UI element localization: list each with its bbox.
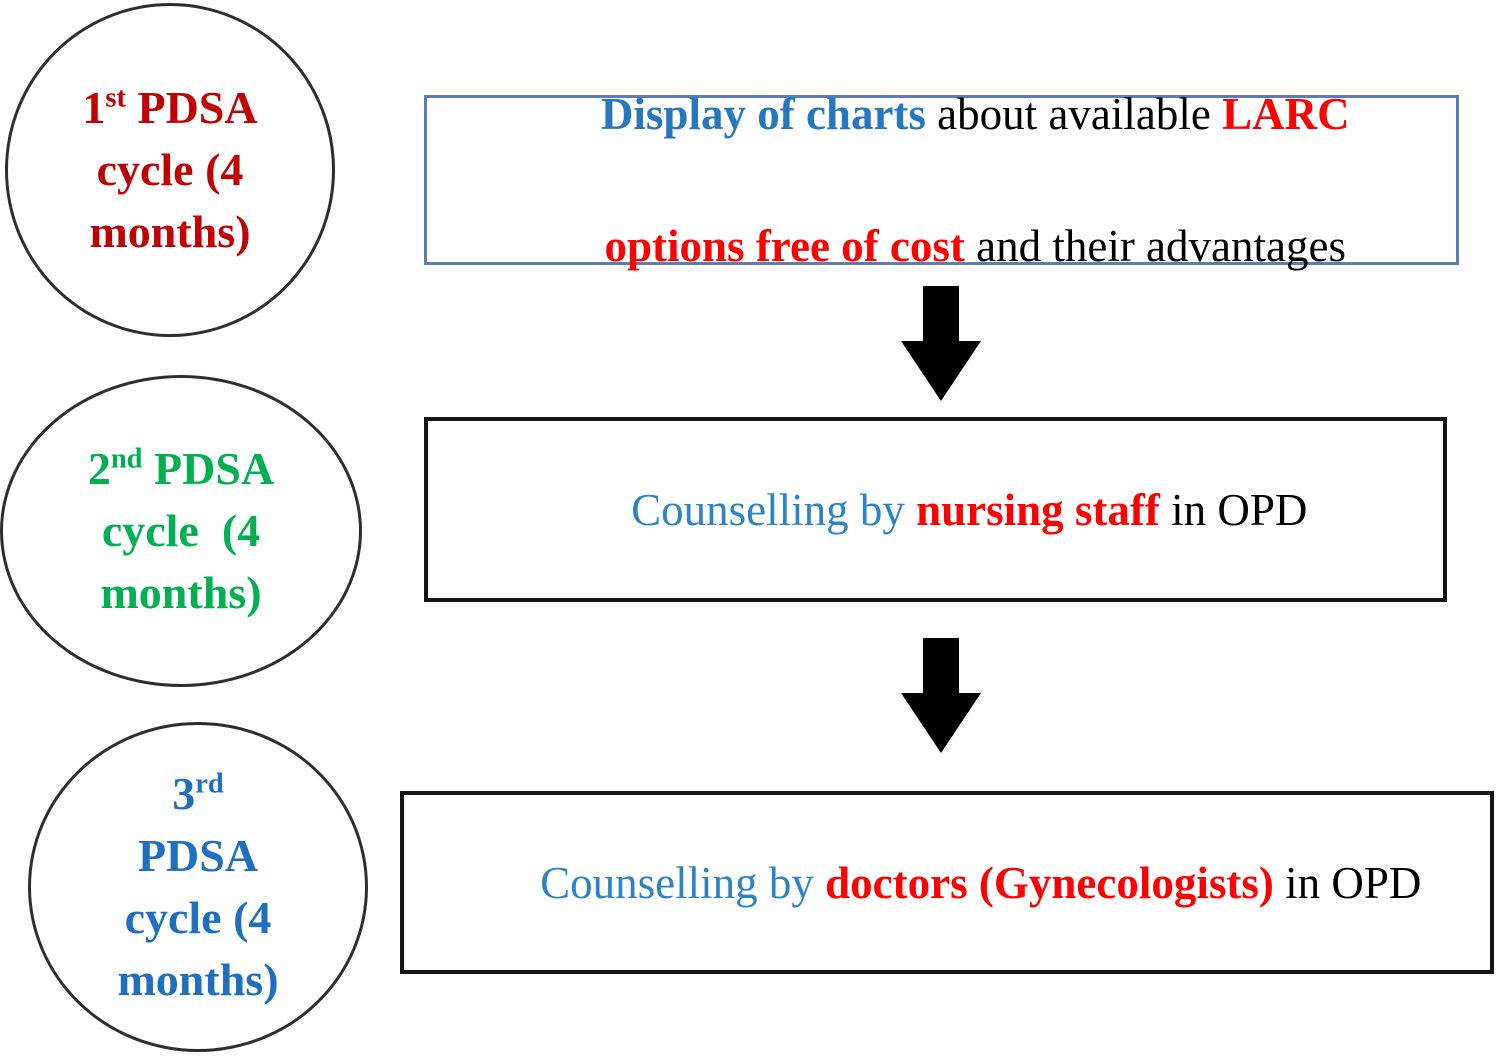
step1-text: Display of charts about available LARC o…	[533, 15, 1350, 345]
cycle2-label-line1: 2nd PDSA	[88, 438, 274, 500]
cycle2-label-rest: PDSA	[142, 443, 275, 494]
step3-text: Counselling by doctors (Gynecologists) i…	[473, 784, 1422, 982]
step1-segment-options-free-of-cost: options free of cost	[604, 221, 965, 271]
step1-segment-display-of-charts: Display of charts	[600, 89, 926, 139]
cycle1-label-line3: months)	[89, 206, 251, 257]
cycle3-ordinal: 3	[172, 768, 196, 819]
cycle1-ordinal: 1	[82, 82, 106, 133]
cycle1-label-rest: PDSA	[125, 82, 258, 133]
cycle3-label-line1: 3rd	[172, 763, 224, 825]
step-box-counselling-doctors: Counselling by doctors (Gynecologists) i…	[400, 791, 1494, 974]
cycle2-label-line2: cycle (4	[101, 505, 261, 556]
step3-segment-doctors-gynecologists: doctors (Gynecologists)	[825, 857, 1274, 908]
circle-first-pdsa-cycle: 1st PDSA cycle (4 months)	[5, 3, 335, 337]
step2-segment-in-opd: in OPD	[1159, 484, 1308, 535]
cycle3-label-line3: cycle (4	[124, 892, 272, 943]
cycle1-label-line1: 1st PDSA	[82, 77, 257, 139]
cycle3-ordinal-suffix: rd	[195, 768, 224, 800]
step-box-counselling-nursing-staff: Counselling by nursing staff in OPD	[424, 417, 1447, 602]
cycle1-label-line2: cycle (4	[96, 144, 244, 195]
cycle1-ordinal-suffix: st	[105, 82, 126, 114]
step2-segment-nursing-staff: nursing staff	[916, 484, 1160, 535]
step3-segment-counselling-by: Counselling by	[540, 857, 826, 908]
cycle2-label-line3: months)	[100, 567, 262, 618]
cycle3-label-line2: PDSA	[137, 830, 259, 881]
step3-segment-in-opd: in OPD	[1273, 857, 1422, 908]
step2-segment-counselling-by: Counselling by	[631, 484, 917, 535]
down-arrow-icon	[901, 638, 981, 753]
cycle2-ordinal: 2	[87, 443, 111, 494]
circle-second-pdsa-cycle: 2nd PDSA cycle (4 months)	[0, 375, 362, 687]
step1-segment-advantages: and their advantages	[964, 221, 1346, 271]
step-box-display-of-charts: Display of charts about available LARC o…	[424, 89, 1459, 271]
step2-text: Counselling by nursing staff in OPD	[564, 411, 1308, 609]
cycle2-ordinal-suffix: nd	[110, 443, 143, 475]
step1-segment-about-available: about available	[925, 89, 1223, 139]
step1-segment-larc: LARC	[1222, 89, 1350, 139]
cycle3-label-line4: months)	[117, 954, 279, 1005]
circle-third-pdsa-cycle: 3rd PDSA cycle (4 months)	[28, 722, 368, 1052]
down-arrow-icon	[901, 286, 981, 401]
